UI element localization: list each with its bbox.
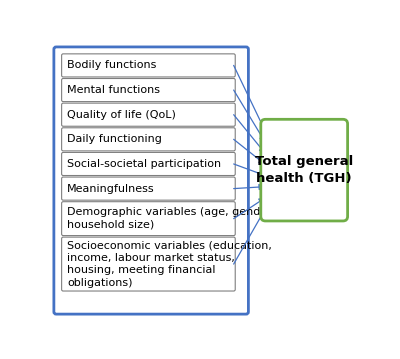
FancyBboxPatch shape xyxy=(62,128,235,151)
FancyBboxPatch shape xyxy=(62,153,235,176)
Text: Socioeconomic variables (education,
income, labour market status,
housing, meeti: Socioeconomic variables (education, inco… xyxy=(67,241,272,288)
FancyBboxPatch shape xyxy=(261,119,348,221)
Text: Daily functioning: Daily functioning xyxy=(67,134,162,144)
FancyBboxPatch shape xyxy=(62,202,235,236)
Text: Bodily functions: Bodily functions xyxy=(67,60,156,70)
Text: Social-societal participation: Social-societal participation xyxy=(67,159,221,169)
FancyBboxPatch shape xyxy=(62,237,235,291)
FancyBboxPatch shape xyxy=(62,177,235,200)
Text: Meaningfulness: Meaningfulness xyxy=(67,183,155,194)
FancyBboxPatch shape xyxy=(62,79,235,102)
FancyBboxPatch shape xyxy=(62,54,235,77)
Text: Mental functions: Mental functions xyxy=(67,85,160,95)
FancyBboxPatch shape xyxy=(62,103,235,126)
Text: Quality of life (QoL): Quality of life (QoL) xyxy=(67,110,176,120)
Text: Demographic variables (age, gender,
household size): Demographic variables (age, gender, hous… xyxy=(67,208,276,230)
Text: Total general
health (TGH): Total general health (TGH) xyxy=(255,155,353,185)
FancyBboxPatch shape xyxy=(54,47,248,314)
